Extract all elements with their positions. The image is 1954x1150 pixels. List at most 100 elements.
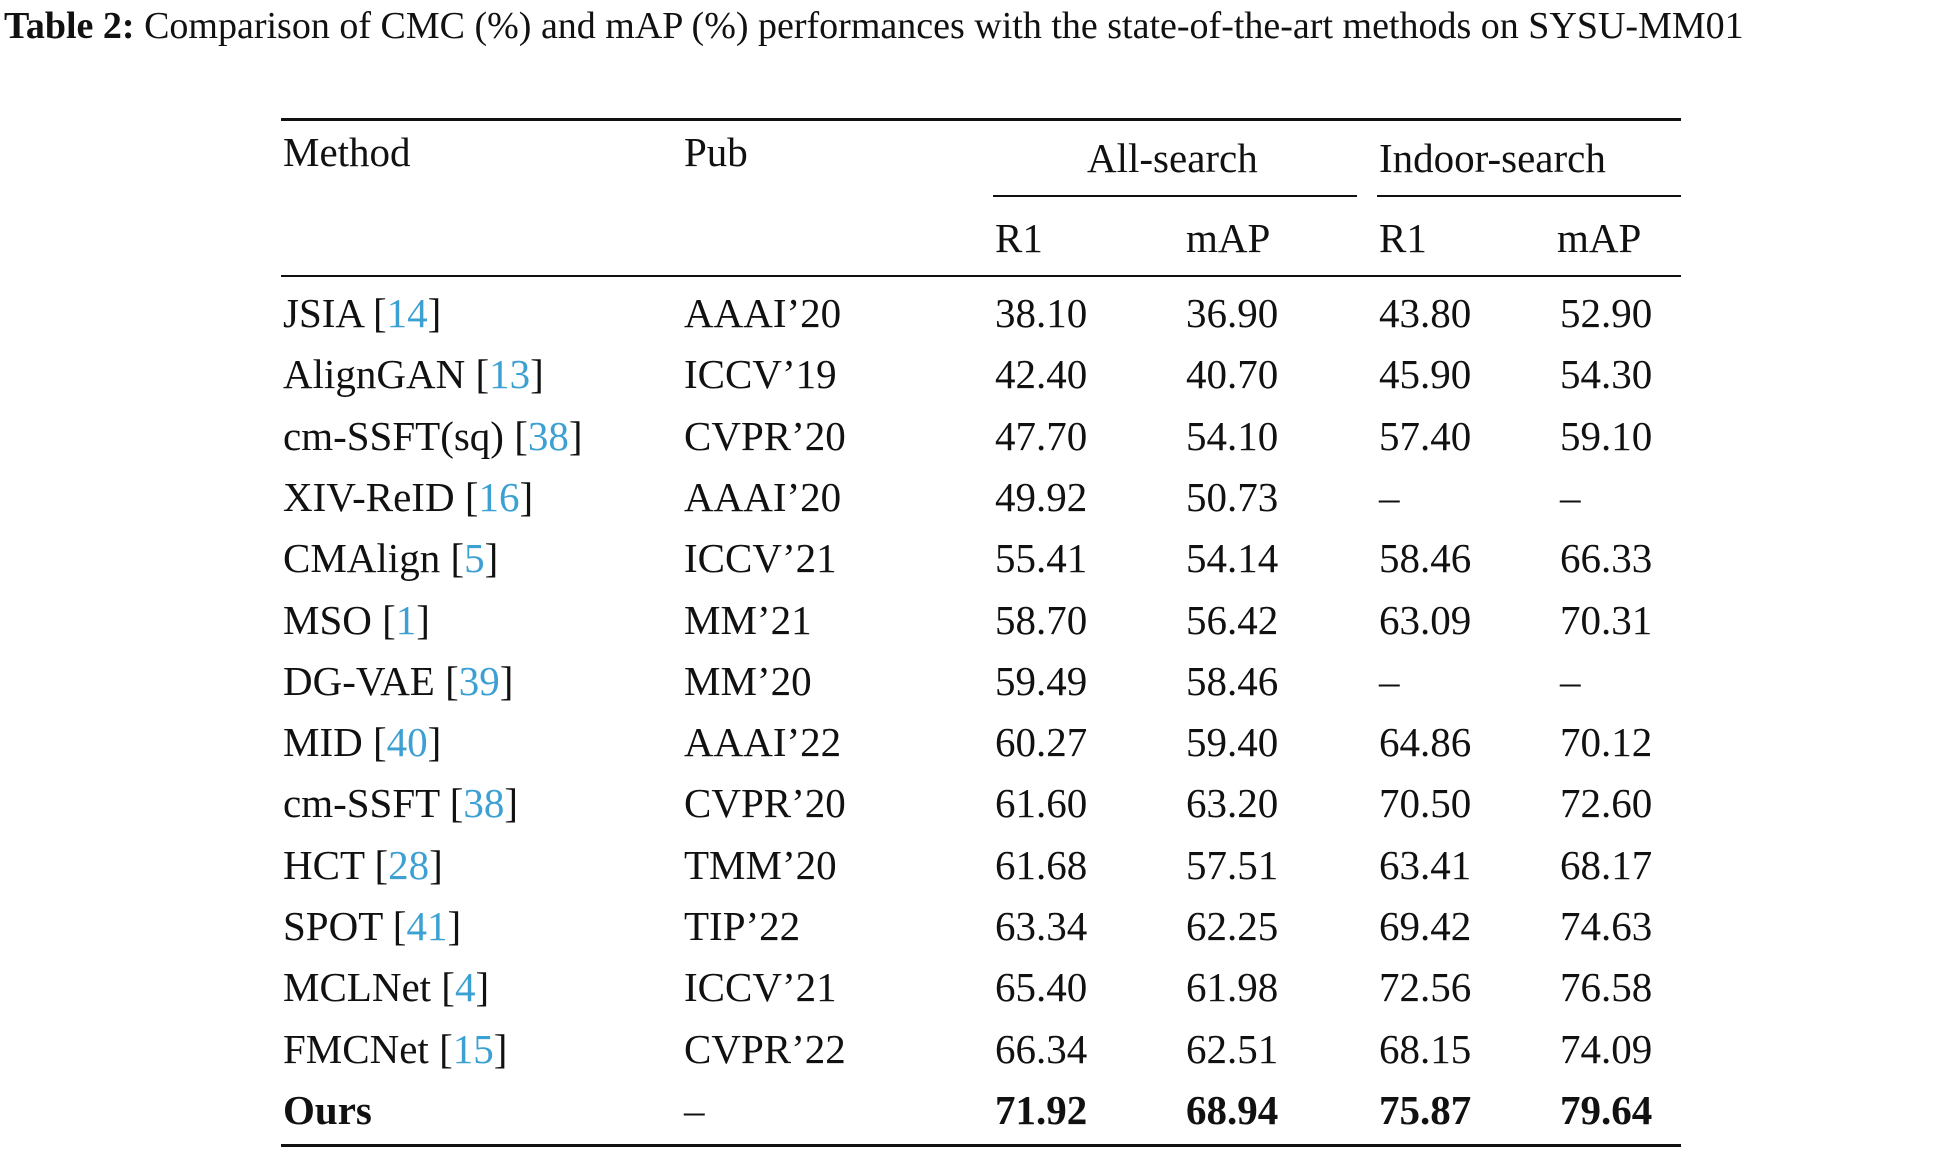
method-name: cm-SSFT(sq) (283, 413, 504, 459)
header-indoor-map: mAP (1557, 215, 1642, 261)
all-search-r1-cell: 42.40 (995, 351, 1088, 397)
indoor-search-map-cell: 59.10 (1560, 413, 1653, 459)
indoor-search-map-cell: 72.60 (1560, 780, 1653, 826)
header-indoor-r1: R1 (1379, 215, 1427, 261)
all-search-rule (993, 195, 1357, 197)
header-rule (281, 275, 1681, 277)
pub-cell: ICCV’19 (684, 351, 837, 397)
pub-cell: TMM’20 (684, 842, 837, 888)
pub-cell: ICCV’21 (684, 964, 837, 1010)
indoor-search-r1-cell: – (1379, 474, 1400, 520)
method-cell: MCLNet [4] (283, 964, 490, 1010)
method-cell: FMCNet [15] (283, 1026, 508, 1072)
indoor-search-r1-cell: 45.90 (1379, 351, 1472, 397)
indoor-search-r1-cell: 70.50 (1379, 780, 1472, 826)
citation-link[interactable]: 5 (464, 535, 485, 581)
all-search-r1-cell: 71.92 (995, 1087, 1088, 1133)
method-name: HCT (283, 842, 365, 888)
table-label: Table 2: (4, 5, 135, 47)
method-cell: DG-VAE [39] (283, 658, 514, 704)
method-name: Ours (283, 1087, 372, 1133)
citation-link[interactable]: 13 (489, 351, 531, 397)
pub-cell: AAAI’22 (684, 719, 842, 765)
header-method: Method (283, 129, 411, 175)
all-search-r1-cell: 58.70 (995, 597, 1088, 643)
method-cell: cm-SSFT(sq) [38] (283, 413, 583, 459)
indoor-search-r1-cell: 68.15 (1379, 1026, 1472, 1072)
method-name: FMCNet (283, 1026, 429, 1072)
method-name: CMAlign (283, 535, 441, 581)
citation-link[interactable]: 15 (452, 1026, 494, 1072)
header-pub: Pub (684, 129, 748, 175)
indoor-search-map-cell: 66.33 (1560, 535, 1653, 581)
method-name: cm-SSFT (283, 780, 440, 826)
citation-link[interactable]: 16 (478, 474, 520, 520)
method-cell: HCT [28] (283, 842, 443, 888)
all-search-r1-cell: 65.40 (995, 964, 1088, 1010)
all-search-r1-cell: 38.10 (995, 290, 1088, 336)
citation-link[interactable]: 38 (527, 413, 569, 459)
citation-link[interactable]: 41 (406, 903, 448, 949)
indoor-search-map-cell: 70.12 (1560, 719, 1653, 765)
all-search-map-cell: 58.46 (1186, 658, 1279, 704)
method-cell: MID [40] (283, 719, 442, 765)
pub-cell: TIP’22 (684, 903, 801, 949)
caption-text: Comparison of CMC (%) and mAP (%) perfor… (144, 5, 1744, 47)
indoor-search-r1-cell: – (1379, 658, 1400, 704)
method-cell: MSO [1] (283, 597, 430, 643)
indoor-search-r1-cell: 72.56 (1379, 964, 1472, 1010)
citation-link[interactable]: 1 (395, 597, 417, 643)
method-cell: SPOT [41] (283, 903, 462, 949)
indoor-search-map-cell: 79.64 (1560, 1087, 1653, 1133)
indoor-search-map-cell: 74.63 (1560, 903, 1653, 949)
pub-cell: CVPR’20 (684, 780, 846, 826)
method-name: MCLNet (283, 964, 432, 1010)
method-cell: Ours (283, 1086, 372, 1134)
citation-link[interactable]: 39 (458, 658, 500, 704)
indoor-search-map-cell: 68.17 (1560, 842, 1653, 888)
indoor-search-map-cell: 76.58 (1560, 964, 1653, 1010)
all-search-map-cell: 40.70 (1186, 351, 1279, 397)
method-cell: AlignGAN [13] (283, 351, 544, 397)
indoor-search-r1-cell: 63.41 (1379, 842, 1472, 888)
pub-cell: – (684, 1087, 705, 1133)
indoor-search-rule (1377, 195, 1681, 197)
indoor-search-map-cell: – (1560, 474, 1581, 520)
all-search-map-cell: 36.90 (1186, 290, 1279, 336)
method-name: SPOT (283, 903, 383, 949)
indoor-search-map-cell: – (1560, 658, 1581, 704)
indoor-search-map-cell: 54.30 (1560, 351, 1653, 397)
header-indoor-search: Indoor-search (1379, 135, 1606, 181)
indoor-search-map-cell: 70.31 (1560, 597, 1653, 643)
citation-link[interactable]: 4 (454, 964, 476, 1010)
pub-cell: AAAI’20 (684, 290, 842, 336)
all-search-map-cell: 62.25 (1186, 903, 1279, 949)
method-cell: CMAlign [5] (283, 535, 499, 581)
pub-cell: MM’21 (684, 597, 812, 643)
all-search-map-cell: 56.42 (1186, 597, 1279, 643)
citation-link[interactable]: 14 (386, 290, 428, 336)
method-name: MSO (283, 597, 372, 643)
indoor-search-r1-cell: 58.46 (1379, 535, 1472, 581)
table-caption: Table 2: Comparison of CMC (%) and mAP (… (4, 2, 1948, 50)
pub-cell: ICCV’21 (684, 535, 837, 581)
all-search-r1-cell: 49.92 (995, 474, 1088, 520)
header-all-search: All-search (1087, 135, 1258, 181)
citation-link[interactable]: 40 (386, 719, 428, 765)
citation-link[interactable]: 38 (463, 780, 505, 826)
header-all-map: mAP (1186, 215, 1271, 261)
all-search-r1-cell: 66.34 (995, 1026, 1088, 1072)
pub-cell: CVPR’22 (684, 1026, 846, 1072)
method-cell: JSIA [14] (283, 290, 442, 336)
method-name: MID (283, 719, 363, 765)
all-search-map-cell: 59.40 (1186, 719, 1279, 765)
all-search-map-cell: 68.94 (1186, 1087, 1279, 1133)
method-cell: XIV-ReID [16] (283, 474, 534, 520)
citation-link[interactable]: 28 (388, 842, 430, 888)
all-search-map-cell: 54.10 (1186, 413, 1279, 459)
all-search-map-cell: 50.73 (1186, 474, 1279, 520)
bottom-rule (281, 1144, 1681, 1147)
indoor-search-r1-cell: 75.87 (1379, 1087, 1472, 1133)
method-name: XIV-ReID (283, 474, 455, 520)
all-search-map-cell: 63.20 (1186, 780, 1279, 826)
